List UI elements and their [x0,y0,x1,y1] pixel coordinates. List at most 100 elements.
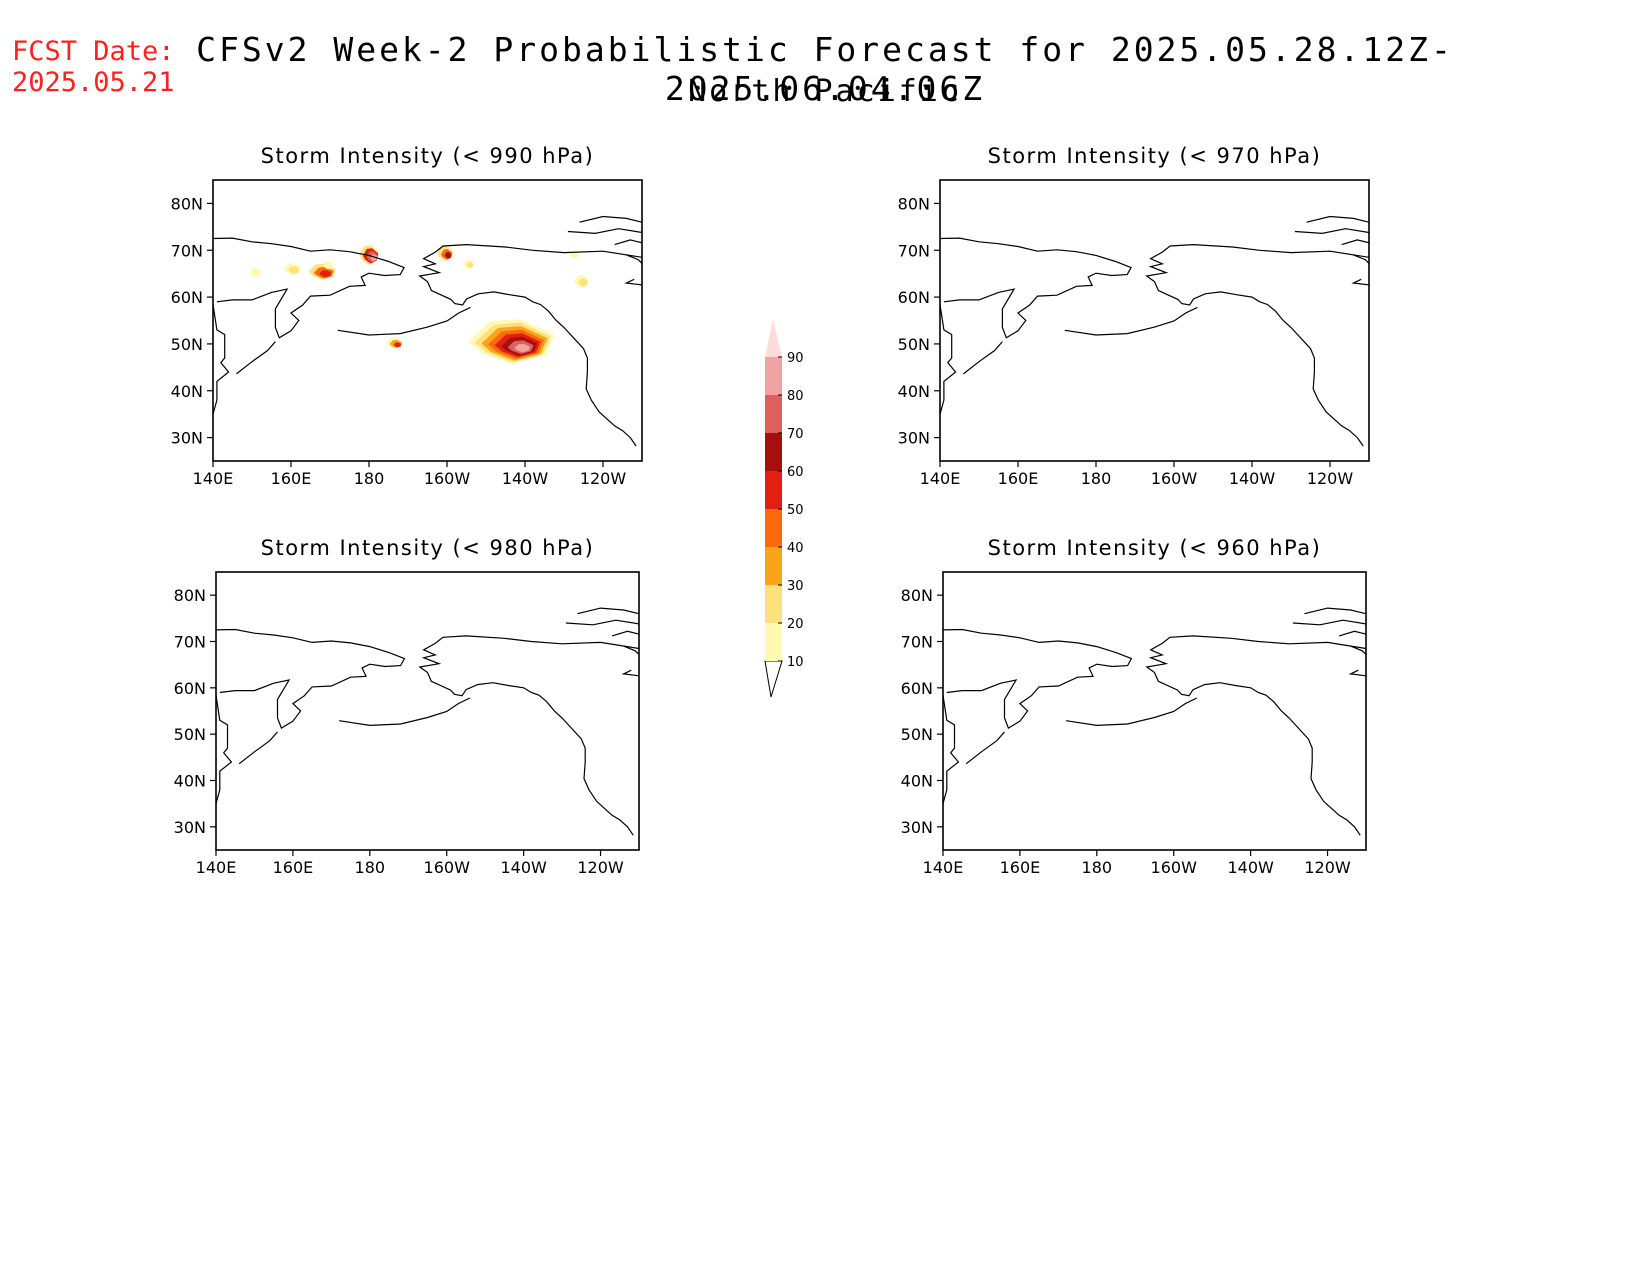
fcst-date-caption: FCST Date: [12,36,175,67]
coastline [236,341,276,375]
lat-tick-label: 40N [898,382,930,401]
lat-tick-label: 50N [901,725,933,744]
coastline [1306,215,1369,223]
colorbar-segment [765,509,782,547]
probability-patch [578,278,588,287]
lat-tick-label: 50N [898,335,930,354]
probability-patch [569,251,579,259]
colorbar-label: 70 [787,427,804,442]
probability-patch [514,343,531,353]
probability-patch [250,268,262,278]
coastline [339,697,471,727]
colorbar-segment [765,357,782,395]
coastline [1341,239,1369,246]
lon-tick-label: 160E [1000,858,1041,877]
coastline [614,239,642,246]
lon-tick-label: 140W [1229,469,1276,488]
lon-tick-label: 140W [1227,858,1274,877]
map-panel-p970: Storm Intensity (< 970 hPa) 80N 70N 60N 50N 4… [898,144,1370,488]
lat-tick-label: 30N [171,429,203,448]
lon-tick-label: 140W [500,858,547,877]
colorbar-segment [765,585,782,623]
lat-tick-label: 80N [171,194,203,213]
colorbar-segment [765,433,782,471]
coastline [238,731,278,765]
coastline [565,619,639,626]
lon-tick-label: 140E [923,858,964,877]
colorbar-label: 20 [787,617,804,632]
lat-tick-label: 50N [174,725,206,744]
coastline [1294,228,1369,235]
coastline [577,607,639,615]
coastline [418,635,639,836]
panel-title: Storm Intensity (< 960 hPa) [988,536,1322,560]
probability-patch [319,270,332,278]
colorbar-label: 90 [787,351,804,366]
coastline [624,278,642,286]
lon-tick-label: 120W [1304,858,1351,877]
lon-tick-label: 160W [1151,469,1198,488]
coastline [216,695,233,804]
coastline [1145,635,1366,836]
colorbar-label: 30 [787,579,804,594]
colorbar-label: 10 [787,655,804,670]
coastline [213,237,405,339]
map-panel-p980: Storm Intensity (< 980 hPa) 80N 70N 60N 50N 4… [174,536,640,877]
lon-tick-label: 140E [920,469,961,488]
region-subtitle: North Pacific [688,74,962,109]
panel-title: Storm Intensity (< 990 hPa) [261,144,595,168]
coastline [213,304,230,415]
lon-tick-label: 140E [193,469,234,488]
lon-tick-label: 120W [577,858,624,877]
coastline [216,628,406,729]
lon-tick-label: 160E [998,469,1039,488]
lon-tick-label: 160E [271,469,312,488]
probability-patch [466,262,474,269]
page-title: CFSv2 Week-2 Probabilistic Forecast for … [196,30,1454,108]
colorbar-segment [765,471,782,509]
lat-tick-label: 70N [901,633,933,652]
lon-tick-label: 160W [424,469,471,488]
lon-tick-label: 120W [580,469,627,488]
coastline [1350,645,1366,655]
coastline [337,306,471,336]
map-panel-p990: Storm Intensity (< 990 hPa) 80N 70N 60N 50N 4… [171,144,643,488]
coastline [1292,619,1366,626]
lon-tick-label: 180 [354,469,385,488]
lon-tick-label: 140W [502,469,549,488]
coastline [940,304,957,415]
lon-tick-label: 160W [1151,858,1198,877]
colorbar-label: 40 [787,541,804,556]
lat-tick-label: 50N [171,335,203,354]
coastline [1066,697,1198,727]
coastline [940,237,1132,339]
colorbar-segment [765,623,782,661]
lon-tick-label: 140E [196,858,237,877]
coastline [621,669,639,677]
map-frame [215,571,640,851]
lat-tick-label: 30N [901,818,933,837]
fcst-date-value: 2025.05.21 [12,67,175,98]
lon-tick-label: 180 [355,858,386,877]
colorbar: 10 20 30 40 50 60 70 80 90 [764,319,804,698]
coastline [418,243,642,447]
colorbar-label: 80 [787,389,804,404]
map-frame [942,571,1367,851]
map-frame [939,179,1370,462]
map-panel-p960: Storm Intensity (< 960 hPa) 80N 70N 60N 50N 4… [901,536,1367,877]
probability-patch [444,252,452,259]
lat-tick-label: 40N [171,382,203,401]
coastline [626,254,642,264]
coastline [1353,254,1369,264]
map-frame [212,179,643,462]
coastline [1351,278,1369,286]
lat-tick-label: 70N [898,241,930,260]
lat-tick-label: 40N [174,772,206,791]
lat-tick-label: 80N [174,586,206,605]
panel-title: Storm Intensity (< 980 hPa) [261,536,595,560]
coastline [963,341,1003,375]
coastline [1064,306,1198,336]
lon-tick-label: 120W [1307,469,1354,488]
coastline [965,731,1005,765]
